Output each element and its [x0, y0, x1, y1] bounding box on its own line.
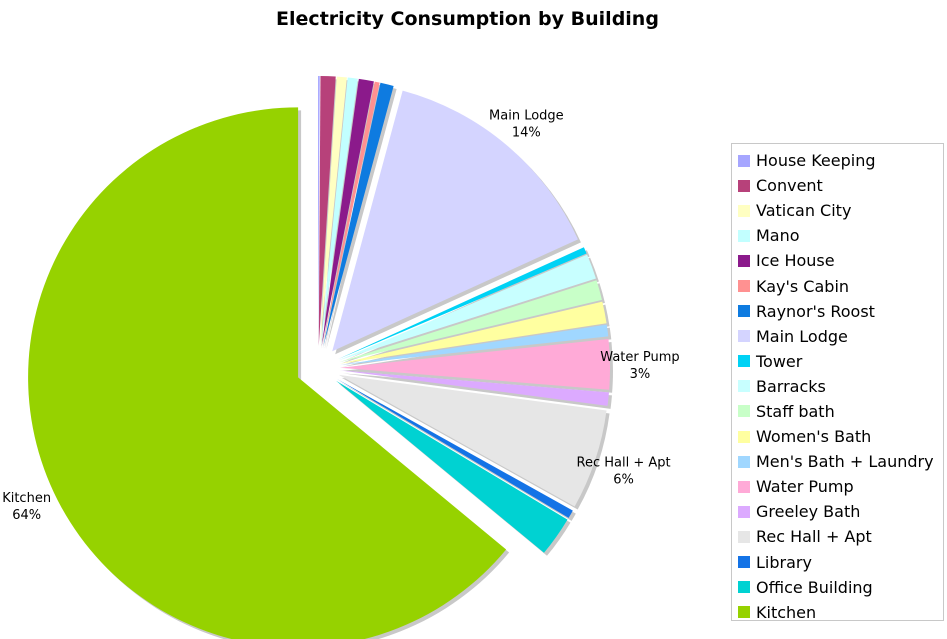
legend-item-library: Library: [738, 550, 943, 575]
legend-item-men-s-bath-laundry: Men's Bath + Laundry: [738, 449, 943, 474]
legend-label: Water Pump: [756, 477, 854, 497]
legend-item-office-building: Office Building: [738, 575, 943, 600]
legend-item-water-pump: Water Pump: [738, 474, 943, 499]
legend-swatch: [738, 179, 750, 192]
legend-label: Men's Bath + Laundry: [756, 452, 934, 472]
legend-item-ice-house: Ice House: [738, 248, 943, 273]
pie-slice-main-lodge: [332, 90, 578, 352]
legend-item-raynor-s-roost: Raynor's Roost: [738, 299, 943, 324]
legend-item-women-s-bath: Women's Bath: [738, 424, 943, 449]
pie-slice-men-s-bath-laundry: [339, 324, 609, 366]
data-label-kitchen: Kitchen 64%: [2, 491, 51, 523]
legend-label: Convent: [756, 176, 823, 196]
legend-swatch: [738, 204, 750, 217]
legend-swatch: [738, 606, 750, 619]
legend-swatch: [738, 355, 750, 368]
legend-label: Office Building: [756, 577, 873, 597]
pie-slice-mano: [320, 77, 358, 347]
legend-item-vatican-city: Vatican City: [738, 198, 943, 223]
legend-item-house-keeping: House Keeping: [738, 148, 943, 173]
legend-label: Tower: [756, 351, 803, 371]
pie-slice-convent: [318, 76, 336, 347]
legend-swatch: [738, 530, 750, 543]
pie-slice-kay-s-cabin: [322, 81, 380, 347]
pie-slice-rec-hall-apt: [338, 374, 607, 507]
legend-item-kitchen: Kitchen: [738, 600, 943, 625]
legend-label: Ice House: [756, 251, 835, 271]
legend-item-main-lodge: Main Lodge: [738, 324, 943, 349]
legend-label: Rec Hall + Apt: [756, 527, 872, 547]
pie-slice-tower: [338, 247, 587, 360]
legend-label: Kitchen: [756, 602, 817, 622]
legend-swatch: [738, 380, 750, 393]
legend-item-greeley-bath: Greeley Bath: [738, 499, 943, 524]
chart-title: Electricity Consumption by Building: [276, 8, 659, 30]
pie-slice-greeley-bath: [339, 370, 609, 406]
legend-swatch: [738, 330, 750, 343]
pie-slice-raynor-s-roost: [323, 82, 394, 347]
pie-slice-women-s-bath: [339, 301, 607, 364]
legend-swatch: [738, 480, 750, 493]
legend-item-rec-hall-apt: Rec Hall + Apt: [738, 524, 943, 549]
legend-item-barracks: Barracks: [738, 374, 943, 399]
legend-item-kay-s-cabin: Kay's Cabin: [738, 273, 943, 298]
pie-slice-library: [337, 379, 573, 518]
data-label-water-pump: Water Pump 3%: [600, 350, 679, 382]
pie-slice-office-building: [335, 380, 568, 553]
legend-swatch: [738, 154, 750, 167]
pie-slice-staff-bath: [339, 280, 602, 363]
legend-swatch: [738, 254, 750, 267]
pie-slice-vatican-city: [319, 76, 347, 347]
legend-label: Staff bath: [756, 401, 835, 421]
legend-swatch: [738, 405, 750, 418]
legend-swatch: [738, 581, 750, 594]
legend-label: Women's Bath: [756, 427, 872, 447]
legend-swatch: [738, 229, 750, 242]
legend-swatch: [738, 455, 750, 468]
legend-item-convent: Convent: [738, 173, 943, 198]
data-label-main-lodge: Main Lodge 14%: [489, 108, 564, 140]
legend-swatch: [738, 280, 750, 293]
pie-slice-barracks: [338, 254, 596, 361]
pie-slice-kitchen: [28, 107, 507, 639]
legend-item-staff-bath: Staff bath: [738, 399, 943, 424]
legend-label: House Keeping: [756, 151, 876, 171]
legend: House Keeping Convent Vatican City Mano Ice …: [731, 143, 944, 622]
legend-swatch: [738, 556, 750, 569]
legend-label: Barracks: [756, 376, 826, 396]
legend-item-mano: Mano: [738, 223, 943, 248]
pie-slice-ice-house: [321, 78, 374, 347]
legend-label: Raynor's Roost: [756, 301, 875, 321]
legend-swatch: [738, 430, 750, 443]
legend-label: Kay's Cabin: [756, 276, 850, 296]
legend-swatch: [738, 305, 750, 318]
legend-label: Mano: [756, 226, 800, 246]
legend-swatch: [738, 505, 750, 518]
legend-item-tower: Tower: [738, 349, 943, 374]
legend-label: Vatican City: [756, 201, 852, 221]
legend-label: Main Lodge: [756, 326, 848, 346]
pie-slice-water-pump: [339, 338, 610, 390]
legend-label: Library: [756, 552, 812, 572]
data-label-rec-hall-apt: Rec Hall + Apt 6%: [577, 455, 671, 487]
pie-slice-house-keeping: [318, 76, 320, 347]
legend-label: Greeley Bath: [756, 502, 861, 522]
